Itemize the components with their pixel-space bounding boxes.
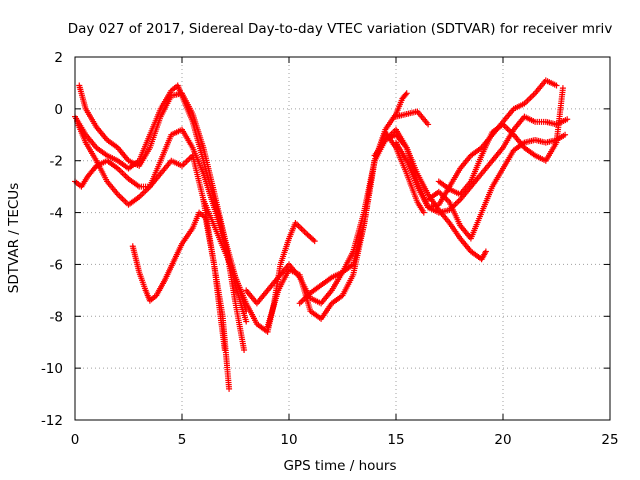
data-point: [553, 82, 560, 89]
data-point: [559, 85, 566, 92]
series-track: [393, 77, 560, 211]
x-tick-label: 20: [494, 432, 511, 448]
series-track: [129, 209, 228, 353]
axis-ticks: 0 5 10 15 20 25 -12 -10 -8 -6 -4 -2 0 2: [41, 50, 619, 448]
data-point: [425, 121, 432, 128]
series-track: [393, 108, 432, 128]
y-tick-label: -8: [50, 309, 63, 325]
data-point: [564, 116, 571, 123]
series-track: [435, 85, 566, 198]
plot-frame: [74, 56, 611, 421]
y-tick-label: -10: [41, 361, 63, 377]
chart-title: Day 027 of 2017, Sidereal Day-to-day VTE…: [68, 21, 613, 37]
series-track: [243, 90, 410, 307]
x-tick-label: 10: [280, 432, 297, 448]
data-point: [482, 248, 489, 255]
data-point: [311, 238, 318, 245]
x-tick-label: 25: [601, 432, 618, 448]
data-point: [226, 385, 233, 392]
y-tick-label: 0: [54, 102, 63, 118]
data-point: [403, 90, 410, 97]
data-point: [243, 318, 250, 325]
y-tick-label: -6: [50, 257, 63, 273]
x-axis-label: GPS time / hours: [283, 458, 396, 474]
data-point: [241, 346, 248, 353]
data-point: [562, 131, 569, 138]
data-point: [221, 346, 228, 353]
data-points: [72, 77, 571, 392]
grid: [75, 57, 610, 420]
x-tick-label: 15: [387, 432, 404, 448]
data-point: [420, 209, 427, 216]
y-tick-label: -4: [50, 206, 63, 222]
y-tick-label: 2: [54, 50, 63, 66]
y-tick-label: -2: [50, 154, 63, 170]
y-tick-label: -12: [41, 413, 63, 429]
x-tick-label: 0: [71, 432, 80, 448]
series-track: [296, 131, 489, 307]
y-axis-label: SDTVAR / TECUs: [6, 183, 22, 293]
data-point: [402, 91, 409, 98]
x-tick-label: 5: [178, 432, 187, 448]
